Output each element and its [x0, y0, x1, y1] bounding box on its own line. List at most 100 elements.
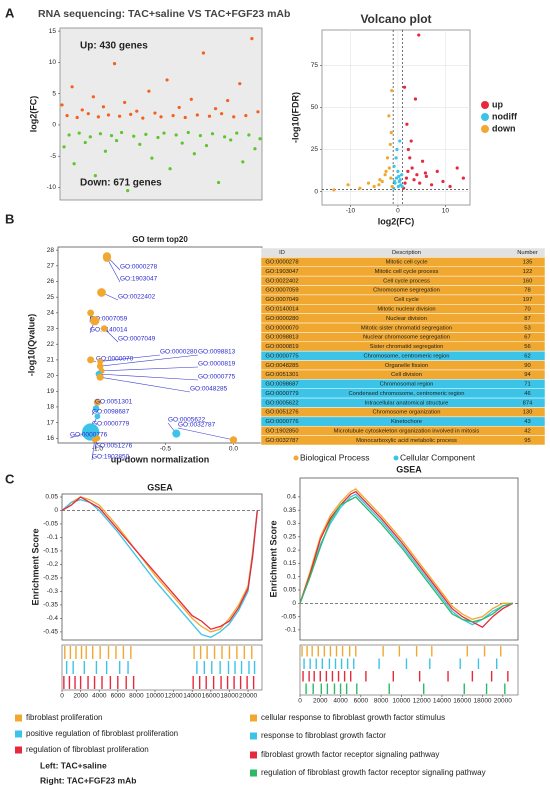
bubble — [172, 429, 181, 438]
chart-title: GO term top20 — [132, 235, 188, 244]
table-cell: Intracellular anatomical structure — [365, 400, 449, 406]
leader-line — [100, 354, 199, 367]
y-tick-label: 23 — [47, 325, 55, 332]
point — [207, 114, 212, 118]
x-tick-label: 20000 — [239, 693, 257, 700]
point — [250, 37, 254, 41]
point — [372, 184, 376, 189]
plot-area — [299, 477, 519, 641]
table-cell: GO:0000776 — [265, 419, 298, 425]
point — [86, 112, 90, 116]
point — [385, 156, 390, 160]
point — [153, 111, 157, 115]
es-curve — [61, 496, 258, 630]
y-tick-label: -0.25 — [43, 575, 58, 582]
note: Left: TAC+saline — [40, 760, 107, 770]
point — [400, 173, 404, 177]
bubble — [100, 325, 108, 332]
point — [103, 149, 108, 153]
point — [258, 137, 262, 141]
table-cell: GO:0032787 — [265, 438, 298, 444]
bubble — [93, 398, 102, 406]
table-cell: Mitotic nuclear division — [377, 307, 435, 313]
legend-label: Biological Process — [300, 452, 369, 462]
x-tick-label: 12000 — [165, 693, 183, 700]
table-cell: GO:0007059 — [265, 288, 298, 294]
chart-title: GSEA — [147, 482, 173, 492]
table-cell: 130 — [523, 410, 533, 416]
point — [83, 140, 87, 145]
table-cell: 42 — [524, 428, 530, 434]
y-tick-label: 0.3 — [287, 520, 296, 527]
leader-line — [101, 366, 199, 372]
legend-swatch — [293, 455, 299, 461]
point — [435, 169, 439, 173]
leader-line — [98, 373, 199, 381]
point — [93, 174, 97, 178]
point — [65, 113, 69, 118]
point — [388, 142, 392, 147]
point — [132, 134, 136, 138]
point — [235, 131, 239, 135]
bubble — [229, 436, 238, 444]
point — [189, 97, 193, 101]
y-tick-label: 25 — [47, 294, 55, 301]
point — [415, 173, 419, 177]
point — [387, 166, 391, 170]
table-cell: GO:1903047 — [265, 269, 298, 275]
legend-swatch — [15, 714, 22, 722]
table-cell: 135 — [523, 260, 533, 266]
point — [392, 179, 397, 184]
table-cell: GO:0048285 — [265, 363, 298, 369]
point — [377, 183, 381, 187]
y-tick-label: 22 — [47, 341, 55, 348]
table-cell: 62 — [524, 353, 530, 359]
y-tick-label: -5 — [50, 153, 56, 160]
point — [183, 115, 187, 120]
point-label: GO:0051301 — [95, 399, 133, 406]
table-cell: Chromosome, centromeric region — [363, 353, 449, 359]
point — [256, 110, 260, 114]
hit-strip — [299, 644, 519, 696]
table-cell: GO:0005622 — [265, 400, 298, 406]
point — [88, 135, 92, 139]
y-tick-label: -0.05 — [281, 613, 296, 620]
point — [192, 152, 196, 156]
point — [226, 98, 230, 103]
point — [409, 139, 413, 143]
point — [135, 109, 139, 113]
point — [162, 131, 166, 135]
table-cell: GO:0022402 — [265, 278, 298, 284]
legend-label: down — [492, 123, 516, 133]
point-label: GO:0000070 — [96, 356, 134, 363]
table-cell: 160 — [523, 278, 533, 284]
point — [400, 184, 404, 189]
table-cell: GO:0140014 — [265, 307, 299, 313]
y-tick-label: 0.2 — [287, 547, 296, 554]
point — [448, 184, 452, 189]
table-cell: GO:0051301 — [265, 372, 298, 378]
y-tick-label: 21 — [47, 357, 55, 364]
legend-swatch — [481, 113, 489, 121]
point-label: GO:0022402 — [118, 294, 156, 301]
point — [383, 173, 387, 177]
y-tick-label: 20 — [47, 372, 55, 379]
chart-title: Volcano plot — [360, 12, 431, 26]
point — [384, 169, 388, 173]
y-tick-label: 19 — [47, 388, 55, 395]
point — [247, 133, 251, 137]
table-header-cell: Number — [517, 250, 538, 256]
point — [174, 133, 178, 137]
legend-swatch — [481, 125, 489, 133]
x-tick-label: 18000 — [220, 693, 238, 700]
table-cell: 874 — [523, 400, 533, 406]
point — [165, 78, 169, 82]
table-cell: 122 — [523, 269, 533, 275]
y-tick-label: -0.4 — [47, 615, 59, 622]
point — [223, 135, 227, 139]
point — [394, 176, 399, 180]
annotation: Up: 430 genes — [80, 41, 148, 52]
point — [117, 114, 122, 118]
table-cell: 46 — [524, 391, 530, 397]
leader-line — [91, 439, 96, 461]
